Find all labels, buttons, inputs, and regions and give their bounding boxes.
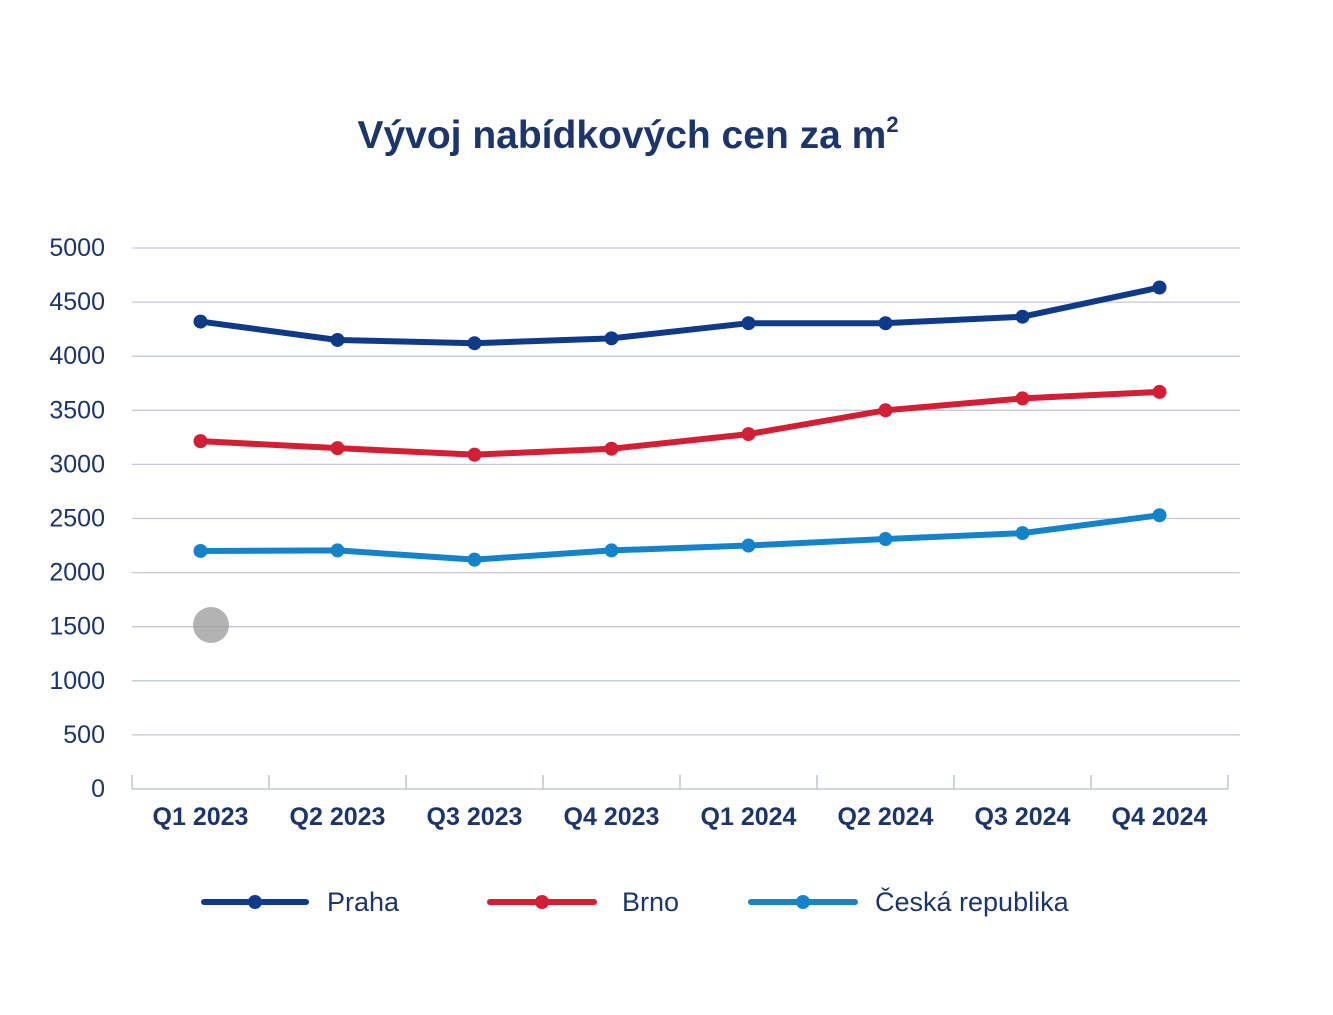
data-point — [604, 441, 619, 456]
x-tick-label: Q3 2023 — [427, 803, 523, 831]
data-point — [878, 403, 893, 418]
data-point — [878, 532, 893, 547]
legend-label: Česká republika — [875, 886, 1070, 917]
data-point — [1152, 280, 1167, 295]
legend-swatch-marker — [796, 895, 810, 909]
series-line-2 — [197, 512, 1163, 563]
data-point — [878, 316, 893, 331]
data-point — [467, 552, 482, 567]
data-point — [467, 447, 482, 462]
y-axis-ticks: 0 500 1000 1500 2000 2500 3000 3500 4000 4500 5000 — [49, 234, 105, 803]
data-point — [467, 336, 482, 351]
y-tick-label: 2500 — [49, 505, 105, 533]
y-tick-label: 4000 — [49, 342, 105, 370]
data-point — [1152, 384, 1167, 399]
data-point — [741, 427, 756, 442]
x-tick-label: Q4 2024 — [1112, 803, 1208, 831]
gridlines — [132, 247, 1240, 736]
y-tick-label: 1500 — [49, 613, 105, 641]
y-tick-label: 500 — [63, 721, 105, 749]
x-tick-label: Q4 2023 — [564, 803, 660, 831]
legend-swatch-marker — [248, 895, 262, 909]
cursor-indicator — [193, 607, 229, 643]
y-tick-label: 3000 — [49, 450, 105, 478]
data-point — [604, 543, 619, 558]
data-point — [1152, 508, 1167, 523]
data-point — [330, 441, 345, 456]
x-tick-label: Q2 2023 — [290, 803, 386, 831]
legend-label: Praha — [327, 887, 400, 917]
chart-title-text: Vývoj nabídkových cen za m — [357, 114, 887, 157]
series-lines — [193, 280, 1167, 567]
series-line-1 — [197, 388, 1163, 458]
legend-swatch-marker — [535, 895, 549, 909]
x-tick-label: Q2 2024 — [838, 803, 934, 831]
data-point — [330, 332, 345, 347]
y-tick-label: 0 — [91, 775, 105, 803]
data-point — [193, 543, 208, 558]
data-point — [193, 314, 208, 329]
y-tick-label: 5000 — [49, 234, 105, 262]
data-point — [741, 316, 756, 331]
x-tick-label: Q1 2023 — [153, 803, 249, 831]
data-point — [604, 331, 619, 346]
y-tick-label: 3500 — [49, 396, 105, 424]
x-tick-label: Q3 2024 — [975, 803, 1071, 831]
data-point — [1015, 309, 1030, 324]
y-tick-label: 4500 — [49, 288, 105, 316]
y-tick-label: 1000 — [49, 667, 105, 695]
data-point — [1015, 526, 1030, 541]
series-line-0 — [197, 284, 1163, 347]
chart-title-superscript: 2 — [886, 112, 899, 137]
data-point — [330, 543, 345, 558]
x-axis: Q1 2023 Q2 2023 Q3 2023 Q4 2023 Q1 2024 Q2 20… — [131, 775, 1229, 831]
legend-label: Brno — [622, 887, 679, 917]
y-tick-label: 2000 — [49, 559, 105, 587]
chart-title: Vývoj nabídkových cen za m2 — [0, 112, 1256, 158]
legend: Praha Brno Česká republika — [201, 886, 1070, 917]
data-point — [741, 538, 756, 553]
x-tick-label: Q1 2024 — [701, 803, 797, 831]
data-point — [193, 434, 208, 449]
data-point — [1015, 391, 1030, 406]
